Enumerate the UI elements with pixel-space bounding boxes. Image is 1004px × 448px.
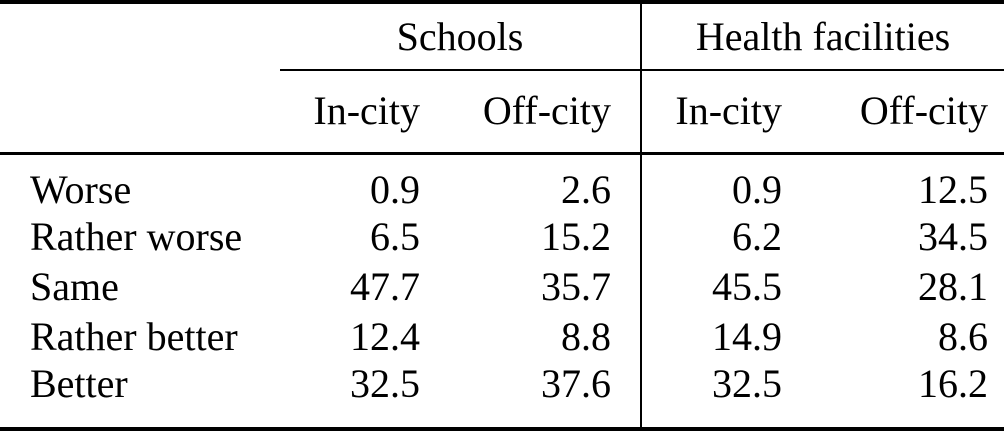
- table-cell: 32.5: [350, 360, 420, 406]
- table-header: Schools Health facilities In-city Off-ci…: [0, 2, 1004, 155]
- table-cell: 0.9: [640, 153, 787, 212]
- table-cell: 16.2: [918, 360, 988, 406]
- table-cell: 14.9: [640, 311, 787, 362]
- table-cell: 45.5: [640, 261, 787, 312]
- table-cell: 8.8: [561, 313, 611, 359]
- table-cell: 12.5: [918, 166, 988, 212]
- group-header-row: Schools Health facilities: [0, 2, 1004, 71]
- table-cell: 15.2: [541, 213, 611, 259]
- table-row-rather-worse: Rather worse 6.5 15.2 6.2 34.5: [0, 211, 1004, 262]
- table-cell: 37.6: [541, 360, 611, 406]
- sub-header-row: In-city Off-city In-city Off-city: [0, 70, 1004, 155]
- row-label: Rather better: [30, 313, 238, 359]
- table-cell: 47.7: [350, 263, 420, 309]
- corner-cell: [0, 70, 280, 155]
- table-cell: 2.6: [561, 166, 611, 212]
- corner-cell: [0, 2, 280, 70]
- column-header-schools-off-city: Off-city: [425, 70, 641, 155]
- table-body: Worse 0.9 2.6 0.9 12.5 Rather worse 6.5 …: [0, 153, 1004, 429]
- table-cell: 35.7: [541, 263, 611, 309]
- group-header-health-facilities: Health facilities: [640, 2, 1004, 71]
- table-cell: 6.2: [640, 211, 787, 262]
- table-cell: 28.1: [918, 263, 988, 309]
- row-label: Same: [30, 263, 119, 309]
- table-cell: 32.5: [640, 361, 787, 429]
- table-row-worse: Worse 0.9 2.6 0.9 12.5: [0, 153, 1004, 212]
- column-header-schools-in-city: In-city: [280, 70, 425, 155]
- comparison-table: Schools Health facilities In-city Off-ci…: [0, 0, 1004, 431]
- table-row-better: Better 32.5 37.6 32.5 16.2: [0, 360, 1004, 429]
- table-row-same: Same 47.7 35.7 45.5 28.1: [0, 261, 1004, 312]
- column-header-health-off-city: Off-city: [787, 70, 1004, 155]
- table-row-rather-better: Rather better 12.4 8.8 14.9 8.6: [0, 311, 1004, 362]
- table-cell: 12.4: [350, 313, 420, 359]
- table-cell: 34.5: [918, 213, 988, 259]
- table-cell: 6.5: [370, 213, 420, 259]
- column-header-health-in-city: In-city: [640, 70, 787, 155]
- group-header-schools: Schools: [280, 2, 641, 71]
- table-cell: 8.6: [938, 313, 988, 359]
- row-label: Better: [30, 360, 128, 406]
- row-label: Worse: [30, 166, 132, 212]
- row-label: Rather worse: [30, 213, 243, 259]
- table-cell: 0.9: [370, 166, 420, 212]
